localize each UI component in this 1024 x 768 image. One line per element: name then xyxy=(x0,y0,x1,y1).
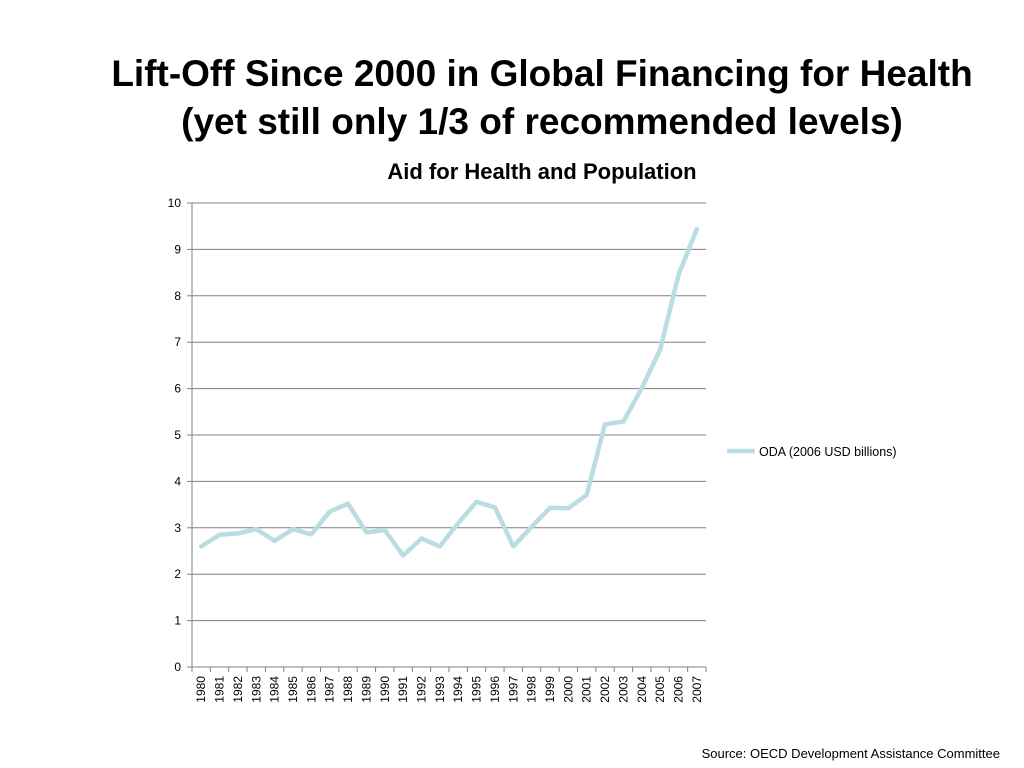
data-point xyxy=(309,532,314,537)
x-tick-label: 1981 xyxy=(213,676,227,703)
x-tick-label: 1999 xyxy=(543,676,557,703)
data-point xyxy=(217,532,222,537)
y-tick-label: 0 xyxy=(174,660,181,674)
x-tick-label: 1993 xyxy=(433,676,447,703)
x-tick-label: 1983 xyxy=(249,676,263,703)
x-tick-label: 1982 xyxy=(231,676,245,703)
line-chart: Aid for Health and Population 0 1 2 3 4 5 6 7 8 9 1… xyxy=(168,159,897,703)
x-tick-label: 1991 xyxy=(396,676,410,703)
y-tick-label: 9 xyxy=(174,242,181,256)
data-point xyxy=(272,538,277,543)
data-point xyxy=(235,531,240,536)
y-tick-label: 5 xyxy=(174,428,181,442)
x-tick-label: 1994 xyxy=(451,676,465,703)
data-point xyxy=(694,226,699,231)
x-tick-label: 1992 xyxy=(414,676,428,703)
x-tick-label: 1986 xyxy=(304,676,318,703)
data-point xyxy=(639,386,644,391)
y-tick-label: 10 xyxy=(168,196,182,210)
x-tick-label: 1996 xyxy=(488,676,502,703)
y-tick-label: 7 xyxy=(174,335,181,349)
data-point xyxy=(584,492,589,497)
data-point xyxy=(658,347,663,352)
data-point xyxy=(566,506,571,511)
data-point xyxy=(254,527,259,532)
y-tick-label: 1 xyxy=(174,614,181,628)
y-tick-label: 3 xyxy=(174,521,181,535)
source-note: Source: OECD Development Assistance Comm… xyxy=(701,746,1000,761)
data-point xyxy=(603,422,608,427)
slide-title-line-2: (yet still only 1/3 of recommended level… xyxy=(181,101,903,142)
chart-title: Aid for Health and Population xyxy=(387,159,696,184)
x-tick-label: 1988 xyxy=(341,676,355,703)
data-point xyxy=(327,509,332,514)
y-tick-label: 8 xyxy=(174,289,181,303)
x-tick-label: 1987 xyxy=(323,676,337,703)
x-tick-label: 1985 xyxy=(286,676,300,703)
x-tick-label: 2006 xyxy=(671,676,685,703)
data-point xyxy=(621,419,626,424)
series-line xyxy=(198,226,700,558)
x-tick-label: 2007 xyxy=(690,676,704,703)
data-point xyxy=(346,501,351,506)
data-point xyxy=(199,544,204,549)
data-point xyxy=(437,544,442,549)
x-tick-label: 2005 xyxy=(653,676,667,703)
data-point xyxy=(511,544,516,549)
slide-title: Lift-Off Since 2000 in Global Financing … xyxy=(40,50,1024,146)
x-tick-label: 1989 xyxy=(359,676,373,703)
x-tick-label: 1990 xyxy=(378,676,392,703)
x-tick-label: 2000 xyxy=(561,676,575,703)
y-tick-label: 4 xyxy=(174,474,181,488)
x-tick-label: 1997 xyxy=(506,676,520,703)
x-tick-label: 2003 xyxy=(616,676,630,703)
data-point xyxy=(382,528,387,533)
data-point xyxy=(492,505,497,510)
y-tick-label: 2 xyxy=(174,567,181,581)
x-tick-label: 1980 xyxy=(194,676,208,703)
x-tick-label: 2002 xyxy=(598,676,612,703)
data-point xyxy=(401,553,406,558)
data-point xyxy=(547,505,552,510)
legend-label: ODA (2006 USD billions) xyxy=(759,445,897,459)
x-tick-label: 2001 xyxy=(580,676,594,703)
x-tick-label: 2004 xyxy=(635,676,649,703)
data-point xyxy=(290,527,295,532)
data-point xyxy=(364,530,369,535)
slide-title-line-1: Lift-Off Since 2000 in Global Financing … xyxy=(111,53,973,94)
data-point xyxy=(456,521,461,526)
data-point xyxy=(419,536,424,541)
data-point xyxy=(529,524,534,529)
x-tick-label: 1995 xyxy=(470,676,484,703)
x-tick-label: 1998 xyxy=(525,676,539,703)
x-tick-label: 1984 xyxy=(268,676,282,703)
data-point xyxy=(474,499,479,504)
data-point xyxy=(676,272,681,277)
y-tick-label: 6 xyxy=(174,382,181,396)
